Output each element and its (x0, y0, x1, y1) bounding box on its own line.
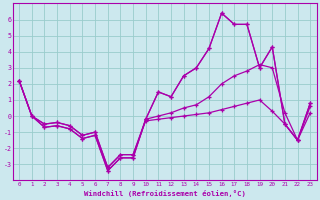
X-axis label: Windchill (Refroidissement éolien,°C): Windchill (Refroidissement éolien,°C) (84, 190, 246, 197)
